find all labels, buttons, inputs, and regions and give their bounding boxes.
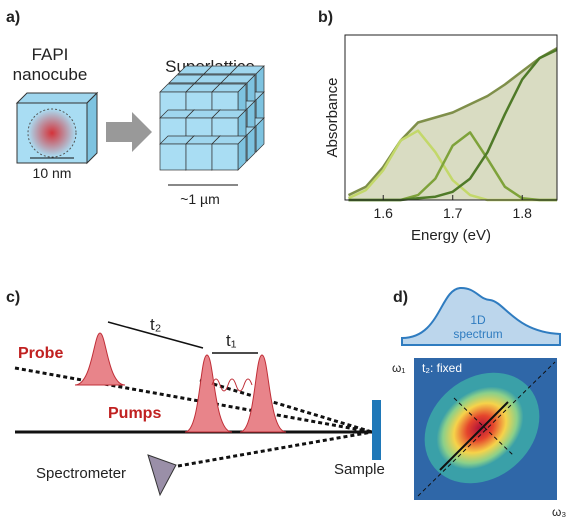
cube-front xyxy=(186,144,212,170)
nanocube-label: nanocube xyxy=(13,65,88,84)
spectrum-label: spectrum xyxy=(453,327,502,341)
superlattice xyxy=(160,66,264,170)
spectrometer-label: Spectrometer xyxy=(36,465,126,482)
x-tick-label: 1.7 xyxy=(443,205,463,221)
sample-label: Sample xyxy=(334,461,385,478)
panel-label: b) xyxy=(318,9,333,26)
absorbance-chart: 1.6 1.7 1.8 Energy (eV) Absorbance xyxy=(324,35,557,244)
spectrum-label: 1D xyxy=(470,313,486,327)
cube-front xyxy=(160,144,186,170)
x-axis-label: ω₃ xyxy=(552,505,566,519)
pumps-label: Pumps xyxy=(108,405,161,422)
x-tick-label: 1.6 xyxy=(373,205,393,221)
t2-label: t₂ xyxy=(150,315,161,334)
x-axis-label: Energy (eV) xyxy=(411,227,491,244)
superlattice-size: ~1 µm xyxy=(180,191,220,207)
panel-label: a) xyxy=(6,9,20,26)
probe-label: Probe xyxy=(18,345,63,362)
x-tick-label: 1.8 xyxy=(513,205,533,221)
cube-front xyxy=(212,144,238,170)
figure: a) FAPI nanocube 10 nm Superlattice ~1 µ… xyxy=(0,0,573,520)
nanocube-label: FAPI xyxy=(32,45,69,64)
arrow xyxy=(106,112,152,152)
fixed-label: t₂: fixed xyxy=(422,361,462,375)
y-axis-label: ω₁ xyxy=(392,361,405,375)
panel-label: c) xyxy=(6,289,20,306)
y-axis-label: Absorbance xyxy=(324,77,341,157)
t1-label: t₁ xyxy=(226,331,237,350)
nanocube-size: 10 nm xyxy=(33,165,72,181)
panel-label: d) xyxy=(393,289,408,306)
area xyxy=(348,48,557,200)
nanocube xyxy=(17,93,97,163)
